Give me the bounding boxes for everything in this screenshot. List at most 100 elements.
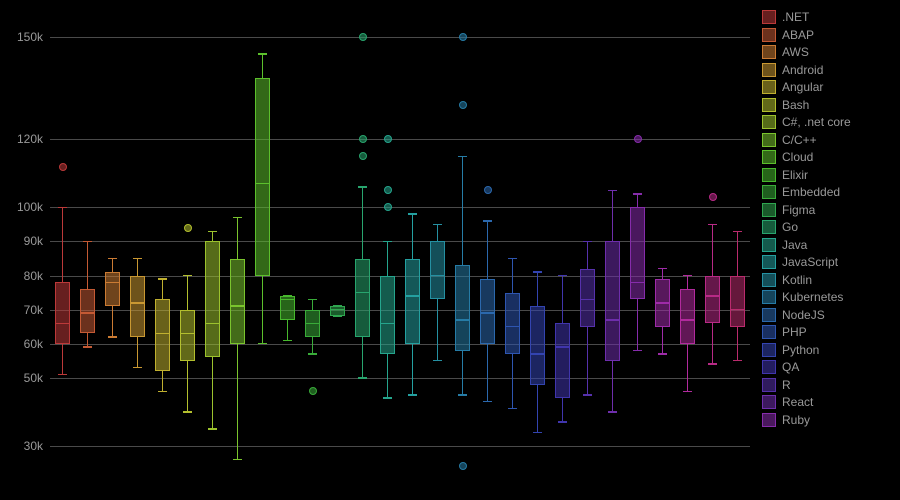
y-tick-label: 30k — [5, 439, 43, 453]
legend-item[interactable]: Ruby — [762, 413, 892, 427]
legend-label: Figma — [782, 203, 815, 217]
whisker-upper — [612, 190, 614, 241]
median-line — [255, 183, 271, 185]
median-line — [455, 319, 471, 321]
median-line — [205, 323, 221, 325]
cap-min — [633, 350, 642, 352]
legend-item[interactable]: Figma — [762, 203, 892, 217]
whisker-upper — [262, 54, 264, 78]
box — [105, 272, 121, 306]
median-line — [330, 309, 346, 311]
legend-item[interactable]: .NET — [762, 10, 892, 24]
legend-swatch — [762, 413, 776, 427]
legend-swatch — [762, 378, 776, 392]
cap-max — [208, 231, 217, 233]
legend-item[interactable]: Java — [762, 238, 892, 252]
median-line — [430, 275, 446, 277]
cap-min — [208, 428, 217, 430]
legend-item[interactable]: Android — [762, 63, 892, 77]
legend-item[interactable]: Kubernetes — [762, 290, 892, 304]
whisker-lower — [737, 327, 739, 361]
legend-label: Embedded — [782, 185, 840, 199]
cap-max — [658, 268, 667, 270]
whisker-lower — [437, 299, 439, 360]
box — [455, 265, 471, 350]
legend-item[interactable]: Bash — [762, 98, 892, 112]
whisker-lower — [587, 327, 589, 395]
cap-max — [58, 207, 67, 209]
whisker-upper — [712, 224, 714, 275]
legend-item[interactable]: QA — [762, 360, 892, 374]
cap-max — [233, 217, 242, 219]
whisker-lower — [562, 398, 564, 422]
y-tick-label: 120k — [5, 132, 43, 146]
y-tick-label: 60k — [5, 337, 43, 351]
outlier-point — [59, 163, 67, 171]
salary-boxplot-chart: 30k50k60k70k80k90k100k120k150k .NETABAPA… — [0, 0, 900, 500]
legend-label: Go — [782, 220, 798, 234]
whisker-lower — [162, 371, 164, 391]
outlier-point — [384, 203, 392, 211]
legend-item[interactable]: React — [762, 395, 892, 409]
median-line — [180, 333, 196, 335]
cap-max — [608, 190, 617, 192]
cap-max — [583, 241, 592, 243]
gridline — [50, 446, 750, 447]
box — [680, 289, 696, 344]
median-line — [80, 312, 96, 314]
legend-swatch — [762, 63, 776, 77]
legend-item[interactable]: PHP — [762, 325, 892, 339]
legend-label: PHP — [782, 325, 807, 339]
cap-max — [258, 53, 267, 55]
box — [55, 282, 71, 343]
whisker-upper — [212, 231, 214, 241]
whisker-lower — [237, 344, 239, 460]
legend-item[interactable]: R — [762, 378, 892, 392]
legend-item[interactable]: Cloud — [762, 150, 892, 164]
legend-item[interactable]: Embedded — [762, 185, 892, 199]
whisker-upper — [387, 241, 389, 275]
legend-swatch — [762, 290, 776, 304]
legend-label: Android — [782, 63, 823, 77]
cap-min — [608, 411, 617, 413]
whisker-upper — [62, 207, 64, 282]
legend-label: R — [782, 378, 791, 392]
legend-item[interactable]: NodeJS — [762, 308, 892, 322]
legend-item[interactable]: C#, .net core — [762, 115, 892, 129]
legend-swatch — [762, 325, 776, 339]
cap-min — [108, 336, 117, 338]
legend-item[interactable]: Elixir — [762, 168, 892, 182]
legend-label: Ruby — [782, 413, 810, 427]
legend-swatch — [762, 395, 776, 409]
legend-swatch — [762, 45, 776, 59]
median-line — [630, 282, 646, 284]
legend-item[interactable]: Kotlin — [762, 273, 892, 287]
legend-item[interactable]: ABAP — [762, 28, 892, 42]
legend-label: Java — [782, 238, 807, 252]
median-line — [480, 312, 496, 314]
legend-item[interactable]: Angular — [762, 80, 892, 94]
cap-min — [183, 411, 192, 413]
legend-item[interactable]: C/C++ — [762, 133, 892, 147]
whisker-upper — [537, 272, 539, 306]
legend-swatch — [762, 168, 776, 182]
whisker-upper — [237, 218, 239, 259]
box — [155, 299, 171, 371]
whisker-lower — [612, 361, 614, 412]
whisker-lower — [537, 385, 539, 433]
legend-swatch — [762, 343, 776, 357]
whisker-lower — [637, 299, 639, 350]
legend-item[interactable]: JavaScript — [762, 255, 892, 269]
cap-max — [533, 271, 542, 273]
legend-item[interactable]: AWS — [762, 45, 892, 59]
legend-swatch — [762, 10, 776, 24]
median-line — [505, 326, 521, 328]
median-line — [355, 292, 371, 294]
whisker-upper — [112, 259, 114, 273]
median-line — [230, 305, 246, 307]
cap-min — [558, 421, 567, 423]
legend-item[interactable]: Go — [762, 220, 892, 234]
legend-item[interactable]: Python — [762, 343, 892, 357]
box — [730, 276, 746, 327]
legend-swatch — [762, 220, 776, 234]
